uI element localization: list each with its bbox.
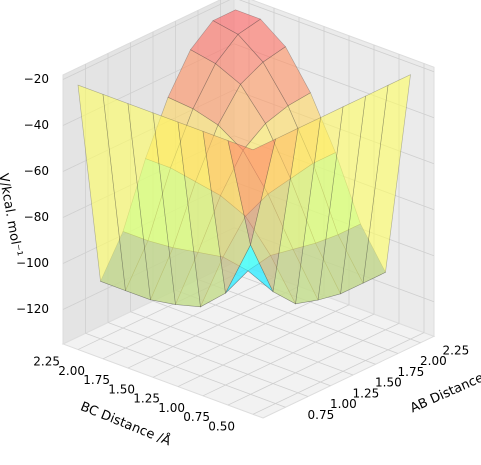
grid-line: [175, 289, 376, 365]
grid-line: [197, 279, 399, 354]
x-tick-label: 1.00: [330, 397, 357, 411]
grid-line: [85, 332, 286, 408]
x-tick-label: 2.25: [443, 343, 470, 357]
surface-face: [227, 138, 276, 245]
grid-line: [177, 304, 350, 387]
surface-face: [250, 127, 299, 293]
grid-line: [220, 268, 421, 344]
surface-face: [127, 103, 176, 305]
y-tick-label: 1.50: [108, 382, 135, 396]
grid-line: [127, 285, 300, 369]
z-tick-label: −60: [24, 164, 49, 178]
surface-face: [317, 95, 366, 301]
grid-line: [202, 313, 375, 397]
grid-line: [238, 0, 435, 73]
z-tick-label: −100: [16, 256, 49, 270]
y-tick-label: 1.25: [133, 392, 160, 406]
grid-line: [252, 332, 425, 415]
y-tick-label: 0.75: [183, 410, 210, 424]
grid-line: [102, 276, 275, 360]
x-tick-label: 1.50: [375, 376, 402, 390]
grid-line: [227, 322, 400, 406]
z-tick-label: −40: [24, 118, 49, 132]
surface-face: [340, 84, 389, 295]
z-axis-title: V/kcal. mol⁻¹: [0, 172, 25, 257]
surface: [77, 9, 411, 308]
y-tick-label: 2.00: [58, 364, 85, 378]
surface-face: [362, 74, 411, 284]
grid-line: [107, 322, 309, 397]
x-tick-label: 0.75: [308, 408, 335, 422]
grid-line: [62, 0, 231, 80]
y-tick-label: 1.75: [83, 373, 110, 387]
grid-line: [152, 300, 354, 376]
z-tick-label: −20: [24, 72, 49, 86]
grid-line: [152, 295, 325, 378]
x-tick-label: 1.75: [398, 365, 425, 379]
y-tick-label: 1.00: [158, 401, 185, 415]
y-tick-label: 0.50: [208, 419, 235, 433]
surface-face: [272, 117, 321, 305]
x-tick-label: 2.00: [420, 354, 447, 368]
z-tick-label: −120: [16, 302, 49, 316]
z-tick-label: −80: [24, 210, 49, 224]
surface-face: [295, 106, 344, 305]
x-tick-label: 1.25: [353, 386, 380, 400]
y-tick-label: 2.25: [33, 355, 60, 369]
grid-line: [130, 311, 331, 387]
